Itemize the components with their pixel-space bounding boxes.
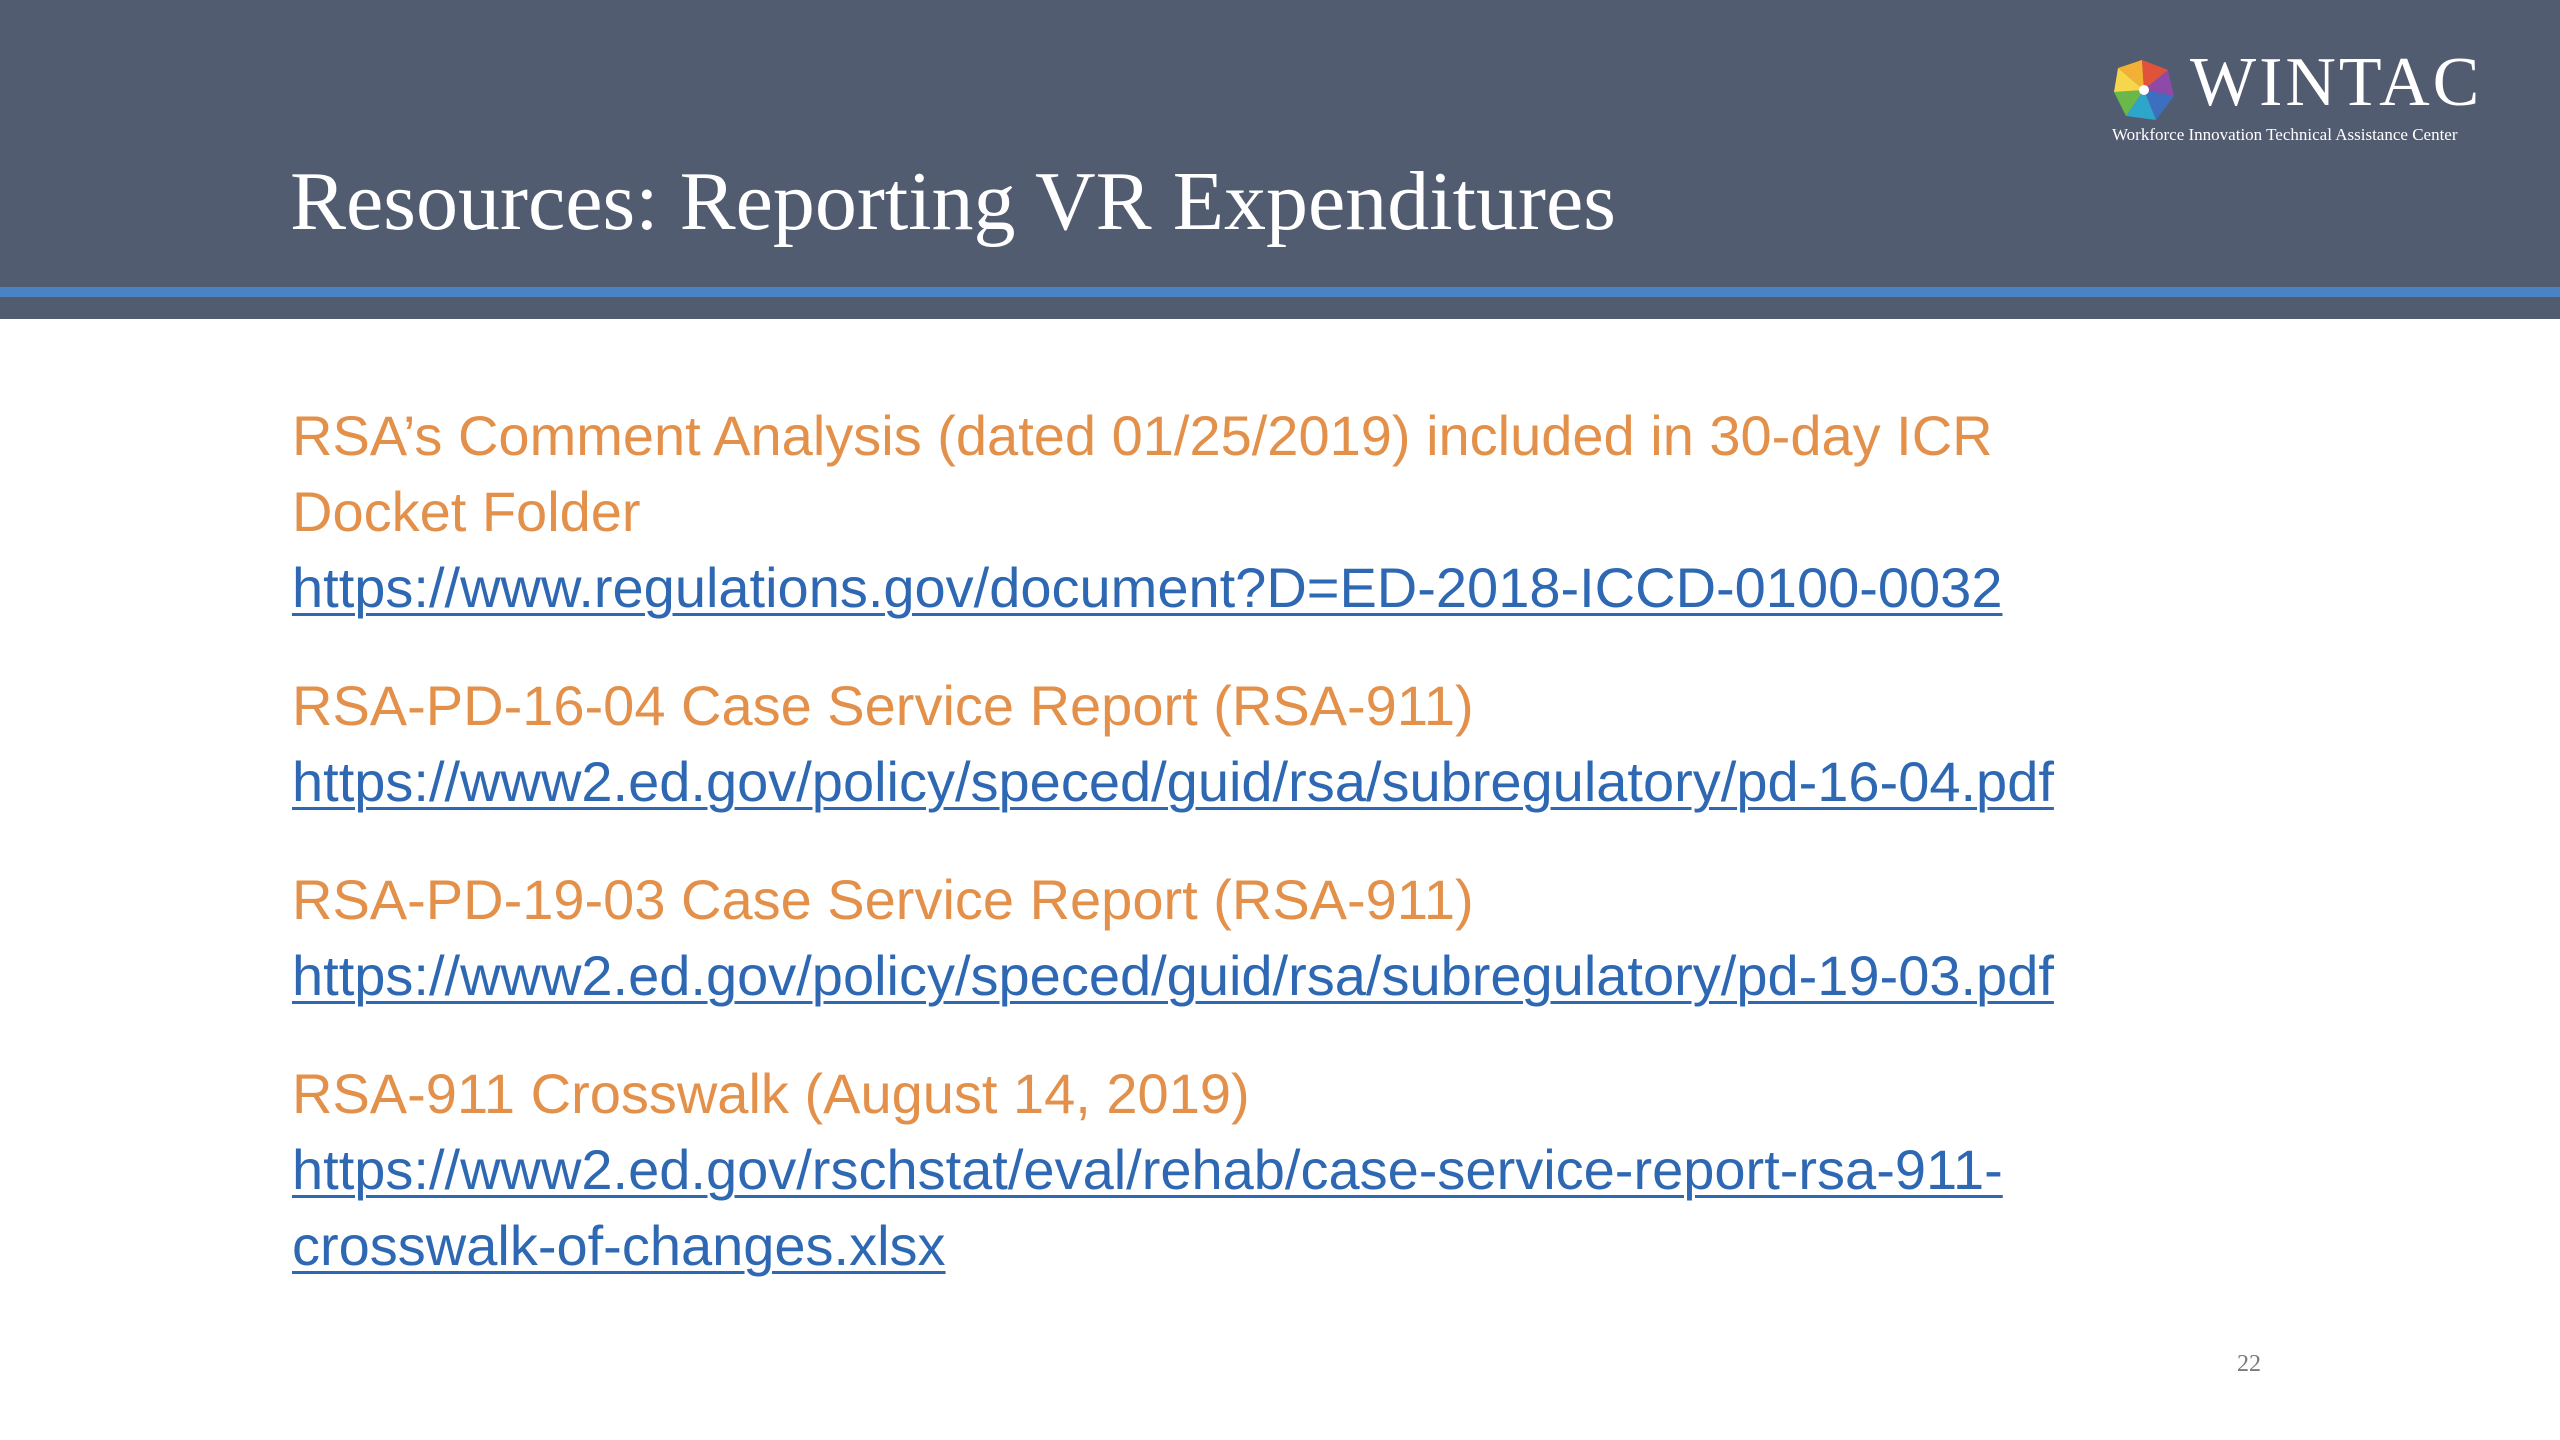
resource-title: RSA-PD-16-04 Case Service Report (RSA-91… <box>292 674 1474 737</box>
resource-link[interactable]: https://www.regulations.gov/document?D=E… <box>292 556 2003 619</box>
resource-link-continued[interactable]: crosswalk-of-changes.xlsx <box>292 1214 946 1277</box>
slide-title: Resources: Reporting VR Expenditures <box>290 155 1616 248</box>
resource-entry: RSA-PD-16-04 Case Service Report (RSA-91… <box>292 668 2342 820</box>
logo-wordmark: WINTAC <box>2190 44 2483 121</box>
resource-entry: RSA’s Comment Analysis (dated 01/25/2019… <box>292 398 2342 626</box>
wintac-logo: WINTAC Workforce Innovation Technical As… <box>2108 48 2528 148</box>
pinwheel-logo-icon <box>2114 60 2174 120</box>
resource-link[interactable]: https://www2.ed.gov/policy/speced/guid/r… <box>292 750 2054 813</box>
logo-tagline: Workforce Innovation Technical Assistanc… <box>2112 125 2458 144</box>
resource-entry: RSA-911 Crosswalk (August 14, 2019) http… <box>292 1056 2342 1284</box>
resource-title: RSA’s Comment Analysis (dated 01/25/2019… <box>292 404 1993 467</box>
resource-link[interactable]: https://www2.ed.gov/rschstat/eval/rehab/… <box>292 1138 2003 1201</box>
resource-list: RSA’s Comment Analysis (dated 01/25/2019… <box>292 398 2342 1326</box>
resource-title: RSA-PD-19-03 Case Service Report (RSA-91… <box>292 868 1474 931</box>
header-accent-rule <box>0 287 2560 297</box>
resource-link[interactable]: https://www2.ed.gov/policy/speced/guid/r… <box>292 944 2054 1007</box>
header-base-rule <box>0 297 2560 319</box>
resource-title: RSA-911 Crosswalk (August 14, 2019) <box>292 1062 1250 1125</box>
resource-entry: RSA-PD-19-03 Case Service Report (RSA-91… <box>292 862 2342 1014</box>
resource-title-continued: Docket Folder <box>292 480 641 543</box>
header-band <box>0 0 2560 287</box>
page-number: 22 <box>2237 1351 2261 1377</box>
